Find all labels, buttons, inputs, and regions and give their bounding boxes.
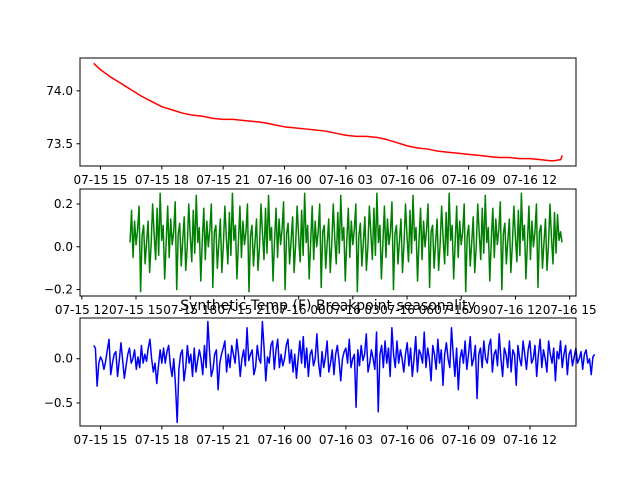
bottom-x-axis: 07-15 15 07-15 18 07-15 21 07-16 00 07-16 03… — [73, 426, 557, 447]
top-x-tick-label: 07-16 00 — [258, 173, 312, 187]
top-x-tick-label: 07-16 03 — [319, 173, 373, 187]
middle-axes-frame — [79, 188, 577, 297]
middle-y-tick-label: 0.2 — [54, 197, 73, 211]
middle-series-line — [129, 192, 563, 293]
bottom-axes-frame — [79, 317, 577, 427]
bottom-chart-title: Synthetic Temp (F) Breakpoint seasonalit… — [180, 298, 476, 314]
top-x-tick-label: 07-16 12 — [503, 173, 557, 187]
top-y-tick-label: 73.5 — [46, 137, 73, 151]
middle-x-tick-label: 07-16 09 — [434, 303, 488, 317]
middle-y-tick-label: −0.2 — [44, 283, 73, 297]
bottom-x-tick-label: 07-15 15 — [73, 433, 127, 447]
top-x-tick-label: 07-15 15 — [73, 173, 127, 187]
middle-x-axis: 07-15 12 07-15 15 07-15 18 07-15 21 07-16 00… — [55, 296, 597, 317]
middle-y-tick-label: 0.0 — [54, 240, 73, 254]
top-y-axis: 73.5 74.0 — [46, 84, 80, 151]
bottom-panel: −0.50.0 07-15 15 07-15 18 07-15 21 07-16 00… — [44, 298, 596, 447]
top-y-tick-label: 74.0 — [46, 84, 73, 98]
top-x-tick-label: 07-15 21 — [196, 173, 250, 187]
bottom-x-tick-label: 07-16 06 — [380, 433, 434, 447]
middle-x-tick-label: 07-15 21 — [217, 303, 271, 317]
top-panel: 73.5 74.0 07-15 15 07-15 18 07-15 21 07-16 0… — [46, 57, 577, 187]
bottom-series-line — [93, 320, 596, 424]
top-x-tick-label: 07-15 18 — [135, 173, 189, 187]
top-series-line — [93, 62, 563, 162]
bottom-x-tick-label: 07-15 18 — [135, 433, 189, 447]
middle-x-tick-label: 07-16 03 — [326, 303, 380, 317]
top-x-tick-label: 07-16 06 — [380, 173, 434, 187]
bottom-series — [93, 320, 596, 424]
middle-series — [129, 192, 563, 293]
bottom-y-tick-label: 0.0 — [54, 352, 73, 366]
bottom-x-tick-label: 07-15 21 — [196, 433, 250, 447]
bottom-x-tick-label: 07-16 00 — [258, 433, 312, 447]
middle-y-axis: −0.2 0.0 0.2 — [44, 197, 80, 297]
bottom-y-axis: −0.5 0.0 — [44, 352, 80, 410]
middle-x-tick-label: 07-16 00 — [272, 303, 326, 317]
top-series — [93, 62, 563, 162]
top-x-tick-label: 07-16 09 — [442, 173, 496, 187]
middle-x-tick-label: 07-15 18 — [163, 303, 217, 317]
middle-panel: −0.2 0.0 0.2 07-15 12 07-15 15 07-15 18 07-15… — [44, 188, 597, 317]
middle-x-tick-label: 07-16 15 — [543, 303, 597, 317]
bottom-x-tick-label: 07-16 12 — [503, 433, 557, 447]
top-axes-frame — [79, 57, 577, 167]
middle-x-tick-label: 07-16 12 — [488, 303, 542, 317]
middle-x-tick-label: 07-16 06 — [380, 303, 434, 317]
middle-x-tick-label: 07-15 15 — [109, 303, 163, 317]
bottom-x-tick-label: 07-16 03 — [319, 433, 373, 447]
bottom-x-tick-label: 07-16 09 — [442, 433, 496, 447]
middle-x-tick-label: 07-15 12 — [55, 303, 109, 317]
bottom-y-tick-label: −0.5 — [44, 396, 73, 410]
top-x-axis: 07-15 15 07-15 18 07-15 21 07-16 00 07-16 03… — [73, 166, 557, 187]
